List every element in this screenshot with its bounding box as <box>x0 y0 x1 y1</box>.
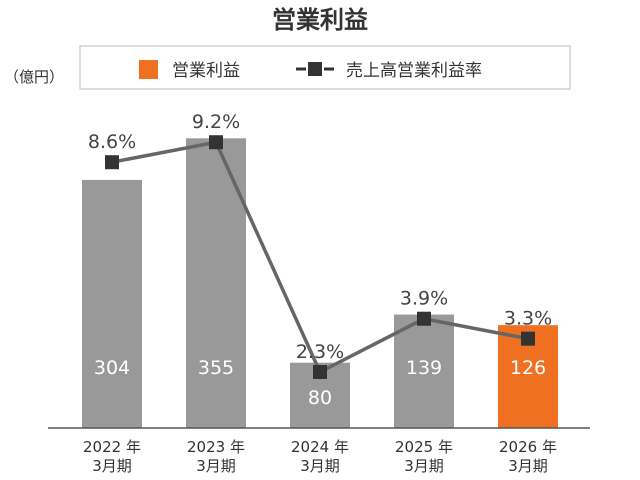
legend: 営業利益 売上高営業利益率 <box>79 45 571 90</box>
margin-marker-2 <box>313 365 327 379</box>
legend-label-bar: 営業利益 <box>172 61 240 81</box>
margin-value-label-0: 8.6% <box>88 131 136 153</box>
bar-1 <box>186 138 246 428</box>
category-sublabel-0: 3月期 <box>92 457 132 475</box>
margin-line <box>111 140 529 375</box>
margin-value-label-1: 9.2% <box>192 111 240 133</box>
chart-title: 営業利益 <box>272 6 368 34</box>
margin-value-label-3: 3.9% <box>400 288 448 310</box>
category-label-3: 2025 年 <box>395 438 453 456</box>
margin-marker-4 <box>521 331 535 346</box>
bar-value-label-0: 304 <box>94 357 130 379</box>
plot-area: 304 355 80 139 126 8.6% 9.2% 2.3% 3.9% 3.3% 2022 年… <box>48 111 590 475</box>
legend-swatch-bar <box>139 60 158 79</box>
category-sublabel-1: 3月期 <box>196 457 236 475</box>
margin-marker-3 <box>417 311 431 326</box>
legend-label-line: 売上高営業利益率 <box>346 61 482 81</box>
category-label-2: 2024 年 <box>291 438 349 456</box>
margin-marker-0 <box>105 155 119 170</box>
legend-swatch-marker <box>308 62 322 76</box>
category-sublabel-4: 3月期 <box>508 457 548 475</box>
bar-value-label-4: 126 <box>510 357 546 379</box>
bar-3 <box>394 314 454 428</box>
bar-0 <box>82 179 142 428</box>
category-label-4: 2026 年 <box>499 438 557 456</box>
bar-value-label-3: 139 <box>406 357 442 379</box>
category-label-0: 2022 年 <box>83 438 141 456</box>
category-sublabel-3: 3月期 <box>404 457 444 475</box>
category-label-1: 2023 年 <box>187 438 245 456</box>
margin-marker-1 <box>209 135 223 150</box>
margin-value-label-2: 2.3% <box>296 341 344 363</box>
bar-value-label-1: 355 <box>198 357 234 379</box>
bar-value-label-2: 80 <box>308 387 332 409</box>
margin-value-label-4: 3.3% <box>504 308 552 330</box>
category-sublabel-2: 3月期 <box>300 457 340 475</box>
unit-label: （億円） <box>4 68 64 86</box>
